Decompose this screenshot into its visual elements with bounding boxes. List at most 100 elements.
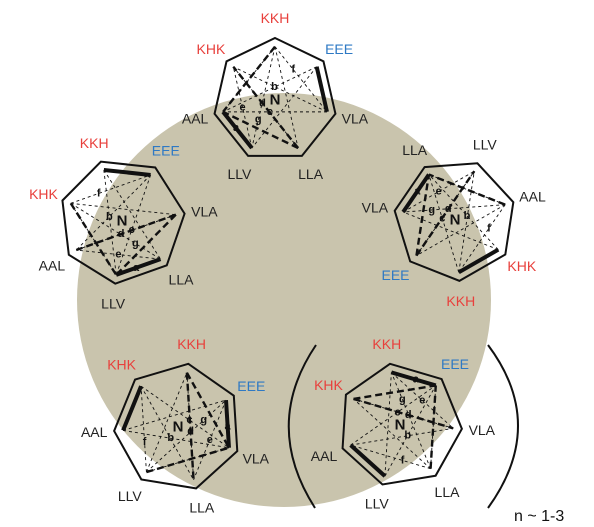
vertex-label: VLA	[243, 451, 270, 467]
heptagon-outline	[113, 362, 239, 490]
edge-letter: c	[186, 414, 192, 426]
vertex-label: KHK	[29, 186, 58, 202]
bold-edge	[103, 167, 151, 177]
vertex-label: KKH	[261, 10, 290, 26]
bold-edge	[221, 110, 254, 150]
inner-edge	[274, 46, 299, 149]
edge-letter: e	[240, 101, 246, 113]
edge-letter: c	[439, 213, 445, 225]
background-disk	[77, 93, 491, 507]
vertex-label: VLA	[469, 422, 496, 438]
edge-letter: f	[97, 187, 101, 199]
dashed-edge	[415, 170, 476, 257]
vertex-label: LLV	[118, 488, 143, 504]
edge-letter: g	[428, 204, 435, 216]
edge-letter: a	[413, 374, 420, 386]
dashed-edge	[222, 110, 299, 150]
vertex-label: AAL	[311, 448, 338, 464]
inner-edge	[391, 372, 454, 429]
vertex-label: LLA	[189, 500, 215, 516]
edge-letter: f	[143, 436, 147, 448]
vertex-label: LLA	[435, 484, 461, 500]
heptamer-unit: a bcd e f g N LLV AAL KHK KKH EEE VLA LLA	[81, 336, 270, 515]
dashed-edge	[353, 397, 454, 430]
vertex-label: VLA	[191, 203, 218, 219]
inner-edge	[350, 444, 431, 470]
bold-edge	[457, 247, 500, 275]
bold-edge	[314, 66, 329, 113]
heptagon-outline	[213, 36, 337, 157]
inner-edge	[274, 46, 328, 113]
dashed-edge	[429, 385, 437, 469]
vertex-label: AAL	[81, 424, 108, 440]
edge-letter: e	[436, 186, 442, 198]
edge-letter: a	[414, 185, 421, 197]
edge-letter: d	[405, 409, 412, 421]
edge-letter: a	[133, 262, 140, 274]
edge-letter: d	[187, 426, 194, 438]
edge-letter: d	[259, 97, 266, 109]
left-parenthesis	[287, 344, 317, 509]
inner-edge	[416, 170, 475, 256]
right-parenthesis	[487, 344, 519, 509]
inner-edge	[193, 399, 227, 480]
edge-letter: g	[200, 414, 207, 426]
inner-edge	[458, 171, 475, 273]
edge-letter: c	[129, 224, 135, 236]
edge-letter: b	[271, 81, 278, 93]
heptamer-unit: a b cde f g N AAL KHK KKH EEE VLA LLA LLV	[362, 137, 546, 309]
dashed-edge	[222, 45, 276, 113]
inner-edge	[140, 386, 147, 473]
vertex-label: EEE	[152, 143, 180, 159]
inner-edge	[384, 385, 437, 477]
inner-edge	[251, 66, 318, 149]
edge-letter: e	[115, 249, 121, 261]
dashed-edge	[232, 66, 300, 149]
vertex-label: AAL	[519, 188, 546, 204]
edge-letter: b	[404, 429, 411, 441]
bold-edge	[224, 399, 231, 448]
heptagon-outline	[341, 362, 463, 486]
inner-edge	[403, 204, 506, 213]
inner-edge	[222, 66, 317, 113]
edge-letter: b	[464, 210, 471, 222]
vertex-label: LLV	[473, 137, 498, 153]
heptamer-unit: a b cd e f gN KKH EEE VLA LLA LLV AAL KHK	[182, 10, 369, 182]
dashed-edge	[185, 372, 231, 449]
edge-letter: f	[487, 222, 491, 234]
dashed-edge	[69, 202, 118, 276]
inner-edge	[76, 249, 161, 260]
bold-edge	[390, 370, 437, 388]
inner-edge	[428, 174, 499, 250]
inner-edge	[232, 66, 299, 149]
inner-edge	[402, 170, 475, 213]
bold-edge	[115, 257, 162, 277]
vertex-label: KHK	[107, 357, 136, 373]
inner-edge	[353, 398, 431, 470]
edge-letter: g	[132, 238, 139, 250]
vertex-label: KHK	[197, 41, 226, 57]
center-label: N	[395, 417, 406, 434]
center-label: N	[450, 212, 461, 229]
bold-edge	[401, 173, 431, 214]
dashed-edge	[115, 213, 177, 276]
edge-letter: f	[291, 64, 295, 76]
dashed-edge	[415, 174, 431, 256]
inner-edge	[416, 204, 506, 256]
center-label: N	[117, 213, 128, 230]
heptamer-group: abcdefgNKKHEEEVLALLALLVAALKHKabcdefgNKHK…	[29, 10, 546, 516]
vertex-label: KKH	[177, 336, 206, 352]
vertex-label: LLA	[402, 142, 428, 158]
dashed-edge	[353, 384, 436, 401]
edge-letter: d	[445, 203, 452, 215]
inner-edge	[70, 174, 151, 204]
heptagon-outline	[61, 160, 186, 285]
vertex-label: LLA	[298, 166, 324, 182]
dashed-edge	[146, 446, 230, 474]
vertex-label: VLA	[342, 110, 369, 126]
bold-edge	[121, 385, 143, 432]
vertex-label: LLV	[365, 496, 390, 512]
vertex-label: LLA	[169, 271, 195, 287]
edge-letter: b	[167, 432, 174, 444]
